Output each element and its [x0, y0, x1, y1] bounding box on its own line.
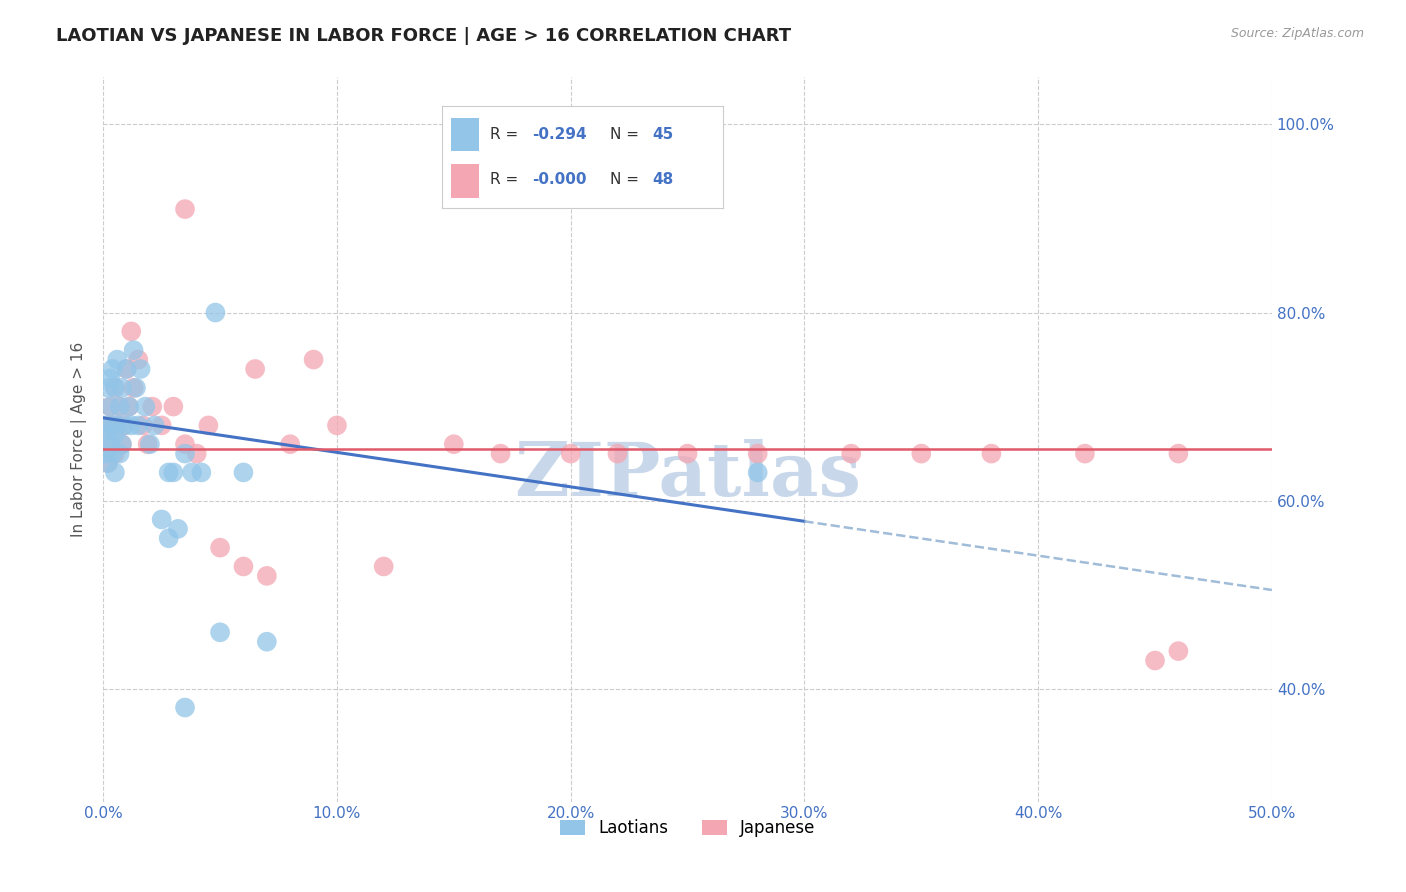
Point	[115, 362, 138, 376]
Point	[1074, 447, 1097, 461]
Point	[162, 400, 184, 414]
Point	[112, 418, 135, 433]
Point	[232, 466, 254, 480]
Point	[104, 447, 127, 461]
Point	[118, 400, 141, 414]
Text: Source: ZipAtlas.com: Source: ZipAtlas.com	[1230, 27, 1364, 40]
Point	[101, 362, 124, 376]
Point	[97, 427, 120, 442]
Point	[108, 400, 131, 414]
Point	[181, 466, 204, 480]
Point	[125, 381, 148, 395]
Point	[443, 437, 465, 451]
Legend: Laotians, Japanese: Laotians, Japanese	[553, 813, 823, 844]
Point	[232, 559, 254, 574]
Point	[256, 634, 278, 648]
Point	[302, 352, 325, 367]
Point	[1167, 447, 1189, 461]
Point	[98, 437, 121, 451]
Point	[134, 400, 156, 414]
Point	[190, 466, 212, 480]
Point	[104, 381, 127, 395]
Point	[94, 437, 117, 451]
Point	[104, 427, 127, 442]
Point	[373, 559, 395, 574]
Point	[1144, 653, 1167, 667]
Point	[606, 447, 628, 461]
Point	[560, 447, 582, 461]
Point	[139, 437, 162, 451]
Point	[122, 381, 145, 395]
Point	[98, 400, 121, 414]
Point	[197, 418, 219, 433]
Point	[97, 418, 120, 433]
Point	[747, 466, 769, 480]
Point	[209, 541, 232, 555]
Point	[278, 437, 301, 451]
Point	[108, 447, 131, 461]
Point	[129, 362, 152, 376]
Point	[174, 202, 197, 216]
Point	[162, 466, 184, 480]
Point	[108, 400, 131, 414]
Point	[326, 418, 349, 433]
Point	[839, 447, 862, 461]
Point	[122, 343, 145, 358]
Point	[1167, 644, 1189, 658]
Point	[97, 381, 120, 395]
Point	[174, 437, 197, 451]
Point	[256, 569, 278, 583]
Point	[97, 456, 120, 470]
Point	[111, 381, 134, 395]
Point	[157, 466, 180, 480]
Point	[118, 400, 141, 414]
Y-axis label: In Labor Force | Age > 16: In Labor Force | Age > 16	[72, 342, 87, 537]
Point	[150, 512, 173, 526]
Point	[98, 371, 121, 385]
Point	[98, 400, 121, 414]
Text: LAOTIAN VS JAPANESE IN LABOR FORCE | AGE > 16 CORRELATION CHART: LAOTIAN VS JAPANESE IN LABOR FORCE | AGE…	[56, 27, 792, 45]
Point	[101, 447, 124, 461]
Point	[105, 352, 128, 367]
Point	[174, 447, 197, 461]
Point	[97, 456, 120, 470]
Point	[127, 352, 149, 367]
Point	[143, 418, 166, 433]
Point	[186, 447, 208, 461]
Point	[105, 418, 128, 433]
Point	[132, 418, 155, 433]
Point	[157, 531, 180, 545]
Point	[120, 324, 142, 338]
Point	[910, 447, 932, 461]
Point	[980, 447, 1002, 461]
Point	[127, 418, 149, 433]
Point	[120, 418, 142, 433]
Point	[676, 447, 699, 461]
Point	[489, 447, 512, 461]
Point	[174, 700, 197, 714]
Point	[94, 418, 117, 433]
Point	[101, 418, 124, 433]
Point	[204, 305, 226, 319]
Point	[209, 625, 232, 640]
Point	[243, 362, 266, 376]
Point	[111, 437, 134, 451]
Point	[94, 447, 117, 461]
Point	[112, 418, 135, 433]
Point	[98, 437, 121, 451]
Point	[141, 400, 163, 414]
Point	[105, 418, 128, 433]
Point	[104, 381, 127, 395]
Point	[115, 362, 138, 376]
Point	[747, 447, 769, 461]
Point	[104, 466, 127, 480]
Point	[136, 437, 159, 451]
Point	[101, 418, 124, 433]
Text: ZIPatlas: ZIPatlas	[515, 439, 860, 512]
Point	[111, 437, 134, 451]
Point	[167, 522, 190, 536]
Point	[150, 418, 173, 433]
